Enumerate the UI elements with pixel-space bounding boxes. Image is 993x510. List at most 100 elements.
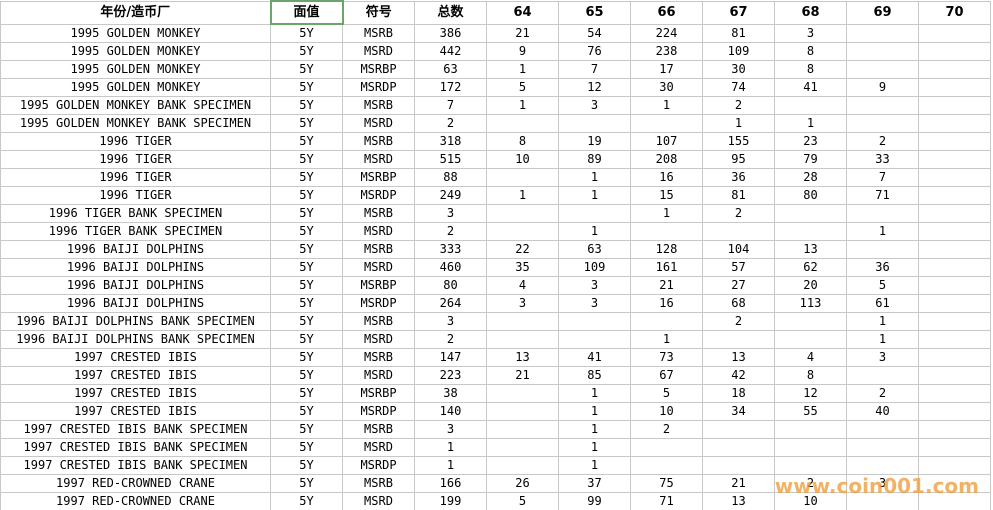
table-cell: 30 — [630, 78, 703, 97]
table-cell: 107 — [630, 132, 703, 151]
table-cell — [918, 294, 991, 313]
table-cell: MSRB — [342, 348, 415, 367]
table-cell: 81 — [702, 23, 775, 43]
table-cell: 1996 TIGER — [0, 168, 271, 187]
table-cell: 3 — [558, 96, 631, 115]
table-cell: 460 — [414, 258, 487, 277]
table-row: 1996 BAIJI DOLPHINS BANK SPECIMEN 5Y MSRD 2… — [0, 330, 991, 349]
table-cell — [558, 330, 631, 349]
table-cell: 95 — [702, 150, 775, 169]
table-cell: 2 — [702, 312, 775, 331]
table-cell: MSRD — [342, 258, 415, 277]
table-cell: 3 — [414, 420, 487, 439]
table-cell: 9 — [846, 78, 919, 97]
table-cell: 13 — [774, 240, 847, 259]
table-cell — [774, 330, 847, 349]
table-cell: 63 — [558, 240, 631, 259]
table-cell: 26 — [486, 474, 559, 493]
table-cell: MSRD — [342, 150, 415, 169]
header-cell: 符号 — [342, 0, 415, 25]
table-cell: MSRB — [342, 240, 415, 259]
table-cell: 1997 CRESTED IBIS — [0, 384, 271, 403]
table-cell: 75 — [630, 474, 703, 493]
table-cell: 5 — [846, 276, 919, 295]
table-cell: 68 — [702, 294, 775, 313]
table-cell: 2 — [414, 222, 487, 241]
table-row: 1995 GOLDEN MONKEY 5Y MSRB 386 21 54 224 81 3 — [0, 23, 991, 43]
table-cell: 8 — [774, 366, 847, 385]
table-cell: 238 — [630, 42, 703, 61]
table-cell: MSRB — [342, 204, 415, 223]
table-cell: 1 — [414, 456, 487, 475]
table-cell: 89 — [558, 150, 631, 169]
table-cell: 61 — [846, 294, 919, 313]
table-cell: 147 — [414, 348, 487, 367]
table-cell: 18 — [702, 384, 775, 403]
table-cell — [774, 312, 847, 331]
table-cell: MSRB — [342, 132, 415, 151]
table-cell: 1995 GOLDEN MONKEY BANK SPECIMEN — [0, 96, 271, 115]
table-cell: 2 — [702, 96, 775, 115]
table-cell: 5Y — [270, 60, 343, 79]
table-cell: 1 — [630, 330, 703, 349]
header-cell: 68 — [774, 0, 847, 25]
table-cell — [918, 384, 991, 403]
table-cell: 5Y — [270, 42, 343, 61]
table-cell: 1996 BAIJI DOLPHINS — [0, 276, 271, 295]
table-cell: 4 — [774, 348, 847, 367]
table-cell — [486, 420, 559, 439]
table-cell: 81 — [702, 186, 775, 205]
table-cell — [918, 23, 991, 43]
table-cell — [918, 312, 991, 331]
table-cell: 33 — [846, 150, 919, 169]
table-cell: 155 — [702, 132, 775, 151]
table-cell: 1 — [846, 312, 919, 331]
table-cell: 442 — [414, 42, 487, 61]
table-cell — [846, 366, 919, 385]
table-cell: MSRD — [342, 438, 415, 457]
table-cell — [774, 222, 847, 241]
watermark: www.coin001.com — [774, 474, 979, 498]
table-cell: 1995 GOLDEN MONKEY — [0, 60, 271, 79]
table-cell: 20 — [774, 276, 847, 295]
table-cell — [486, 438, 559, 457]
table-cell: 5Y — [270, 312, 343, 331]
table-cell: 5Y — [270, 132, 343, 151]
table-cell: 1 — [414, 438, 487, 457]
table-cell: 17 — [630, 60, 703, 79]
table-cell — [486, 312, 559, 331]
table-cell: 3 — [846, 348, 919, 367]
table-cell: MSRB — [342, 23, 415, 43]
table-cell: MSRD — [342, 492, 415, 510]
table-cell: 5Y — [270, 78, 343, 97]
table-cell: MSRDP — [342, 78, 415, 97]
table-row: 1997 CRESTED IBIS 5Y MSRD 223 21 85 67 42 8 — [0, 366, 991, 385]
table-cell: 63 — [414, 60, 487, 79]
table-cell: 109 — [558, 258, 631, 277]
table-cell — [774, 96, 847, 115]
table-cell: 1 — [558, 402, 631, 421]
table-cell — [558, 312, 631, 331]
table-cell: 1996 BAIJI DOLPHINS — [0, 258, 271, 277]
table-cell: 16 — [630, 168, 703, 187]
table-cell: 5Y — [270, 294, 343, 313]
table-cell: 5Y — [270, 474, 343, 493]
table-cell: 5Y — [270, 402, 343, 421]
table-cell: 8 — [774, 60, 847, 79]
table-cell — [918, 132, 991, 151]
table-cell: 99 — [558, 492, 631, 510]
table-cell: 3 — [558, 276, 631, 295]
table-cell: 1 — [558, 222, 631, 241]
table-cell — [630, 114, 703, 133]
table-cell — [918, 276, 991, 295]
table-cell: 199 — [414, 492, 487, 510]
table-cell: MSRB — [342, 474, 415, 493]
table-row: 1997 CRESTED IBIS 5Y MSRDP 140 1 10 34 55 40 — [0, 402, 991, 421]
table-cell: 128 — [630, 240, 703, 259]
table-cell — [702, 456, 775, 475]
table-cell: 1997 RED-CROWNED CRANE — [0, 474, 271, 493]
table-cell: 67 — [630, 366, 703, 385]
table-cell: 5Y — [270, 96, 343, 115]
table-cell — [846, 240, 919, 259]
